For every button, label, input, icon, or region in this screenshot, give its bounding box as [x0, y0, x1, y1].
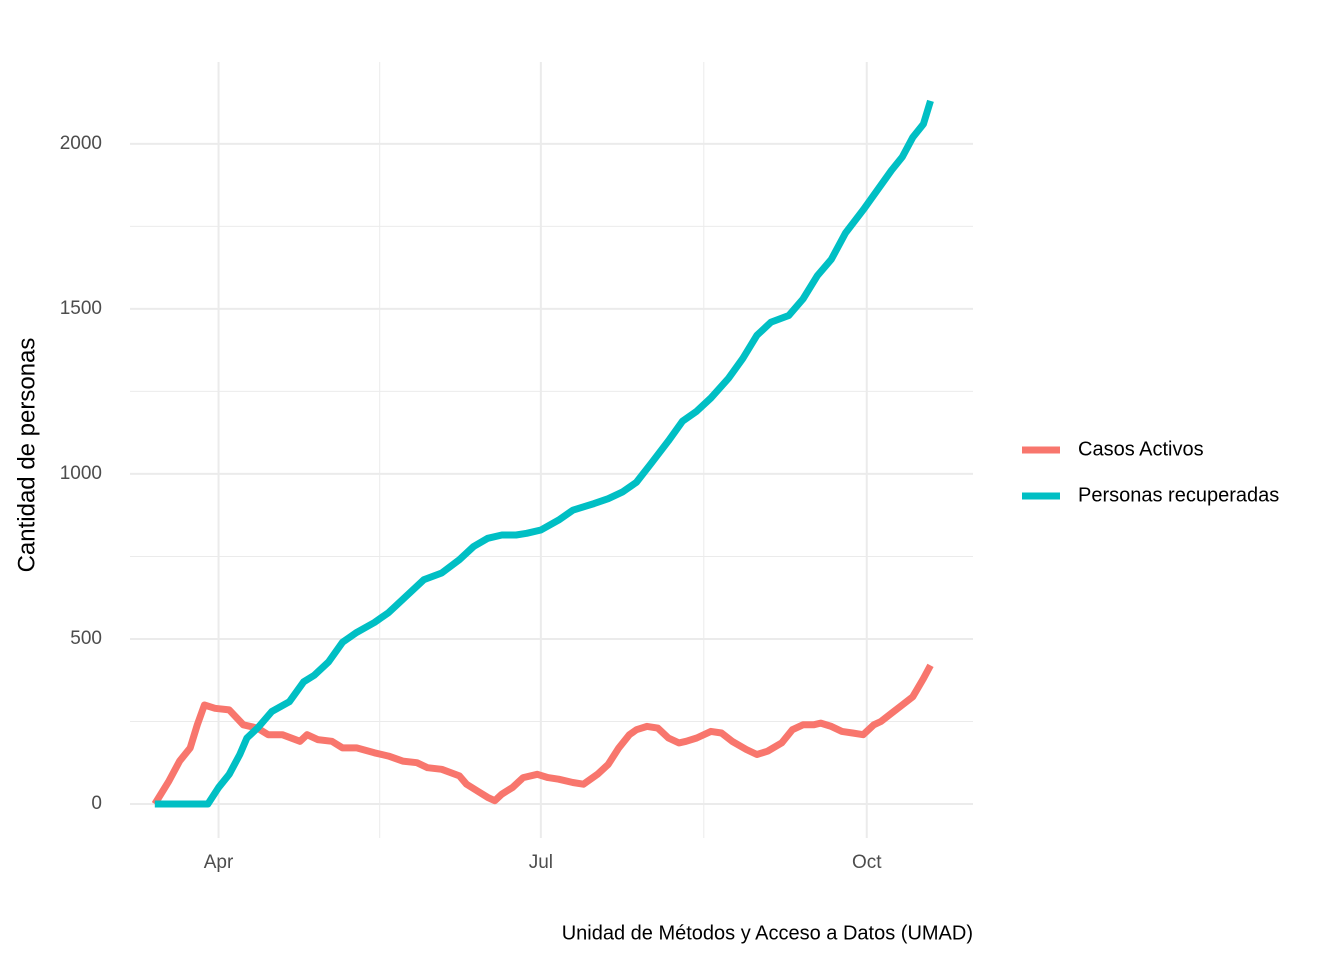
series-line — [154, 99, 934, 808]
caption: Unidad de Métodos y Acceso a Datos (UMAD… — [562, 922, 973, 944]
x-tick-label: Jul — [529, 852, 553, 873]
legend-label: Personas recuperadas — [1078, 484, 1279, 506]
series-line — [151, 663, 934, 806]
y-tick-label: 500 — [70, 628, 102, 649]
legend-label: Casos Activos — [1078, 438, 1204, 460]
y-tick-label: 2000 — [60, 133, 102, 154]
y-tick-label: 1500 — [60, 298, 102, 319]
y-tick-label: 0 — [91, 793, 102, 814]
y-axis-title: Cantidad de personas — [13, 338, 40, 573]
x-tick-label: Apr — [204, 852, 234, 873]
x-tick-label: Oct — [852, 852, 882, 873]
y-tick-label: 1000 — [60, 463, 102, 484]
